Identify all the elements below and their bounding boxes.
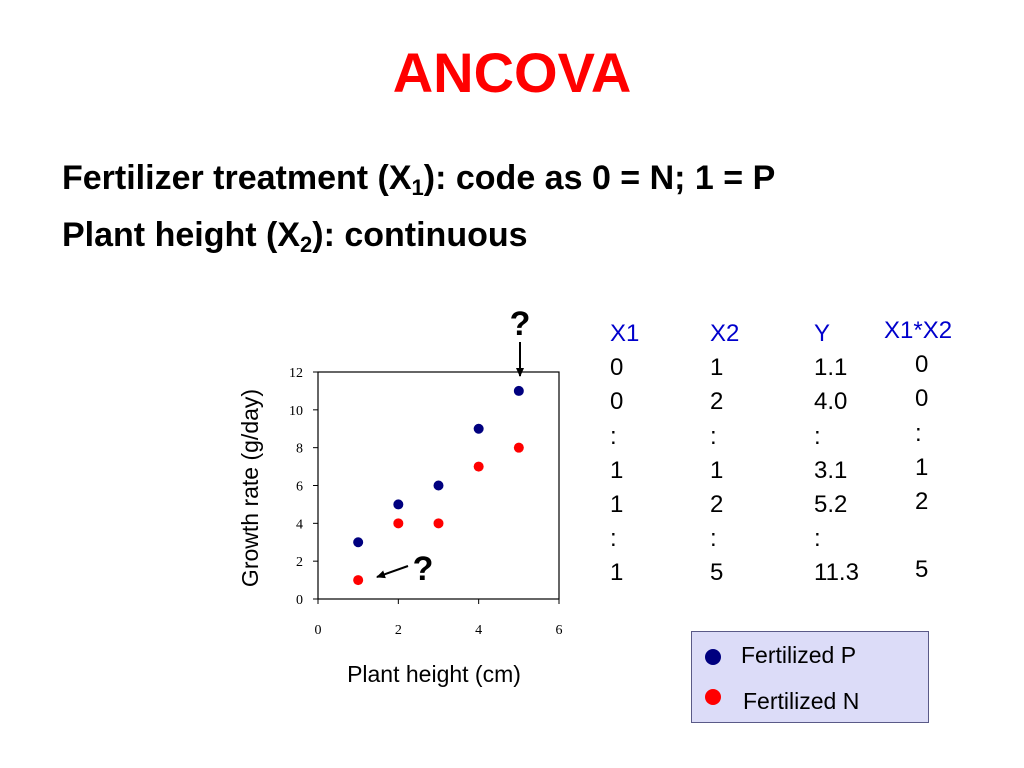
line1-text-end: ): code as 0 = N; 1 = P [423,159,776,197]
data-point-fertilized-n [513,442,524,453]
table-cell-x1-2: : [610,422,617,450]
y-tick-label: 8 [296,442,303,457]
tick-layer: 0 2 4 6 8 10 12 0 2 4 6 [289,366,563,638]
table-cell-y-6: 11.3 [814,559,859,587]
table-cell-y-0: 1.1 [814,354,848,382]
legend-dot-n [705,689,721,705]
x-axis-label: Plant height (cm) [347,661,521,687]
y-tick-label: 6 [296,480,303,495]
x-tick-label: 0 [315,623,322,638]
table-cell-x1x2-4: 2 [915,488,929,516]
y-tick-label: 2 [296,555,303,570]
line1-subscript: 1 [411,175,424,200]
data-point-fertilized-n [433,518,444,529]
data-point-fertilized-p [393,499,404,510]
scatter-chart: Growth rate (g/day) Plant height (cm) 0 2… [237,305,563,687]
data-point-fertilized-n [353,575,364,586]
table-cell-x2-1: 2 [710,388,724,416]
column-header-y: Y [814,320,831,347]
table-cell-x1-0: 0 [610,354,624,382]
x-tick-label: 6 [556,623,563,638]
table-cell-x1-4: 1 [610,491,624,519]
fertilizer-treatment-line: Fertilizer treatment (X1): code as 0 = N… [62,158,776,200]
table-cell-x2-6: 5 [710,559,724,587]
y-axis-label: Growth rate (g/day) [237,389,263,587]
table-cell-x2-4: 2 [710,491,724,519]
table-cell-y-3: 3.1 [814,456,848,484]
legend-dot-p [705,649,721,665]
y-tick-label: 12 [289,366,303,381]
table-cell-y-5: : [814,525,821,553]
table-cell-x1-3: 1 [610,456,624,484]
data-point-fertilized-n [393,518,404,529]
data-point-fertilized-n [473,461,484,472]
column-header-x1: X1 [610,320,640,347]
column-y: Y 1.1 4.0: 3.1 5.2: 11.3 [814,317,859,591]
table-cell-x2-3: 1 [710,456,724,484]
column-header-x1x2: X1*X2 [884,317,953,344]
data-point-fertilized-p [433,480,444,491]
legend: Fertilized P Fertilized N [691,631,929,723]
legend-label-p: Fertilized P [741,642,857,668]
annotation-layer: ? ? [376,305,531,588]
table-cell-x1-6: 1 [610,559,624,587]
table-cell-x1-1: 0 [610,388,624,416]
table-cell-x1x2-2: : [915,419,922,447]
y-tick-label: 0 [296,593,303,608]
line2-text: Plant height (X [62,216,300,254]
table-cell-x1x2-0: 0 [915,351,929,379]
question-mark-bottom: ? [413,550,434,588]
points-layer [353,385,524,586]
data-point-fertilized-p [353,537,364,548]
line1-text: Fertilizer treatment (X [62,159,412,197]
y-tick-label: 10 [289,404,303,419]
arrow-bottom [376,565,409,579]
column-x1x2: X1*X2 0 0: 1 2 5 [884,314,952,588]
table-cell-y-4: 5.2 [814,491,848,519]
table-cell-x1x2-1: 0 [915,385,929,413]
legend-label-n: Fertilized N [743,688,860,714]
table-cell-y-1: 4.0 [814,388,848,416]
table-cell-x2-2: : [710,422,717,450]
column-x1: X1 0 0: 1 1: 1 [610,317,639,591]
table-cell-x1x2-6: 5 [915,556,929,584]
line2-subscript: 2 [300,232,313,257]
table-cell-x1x2-5 [884,519,952,553]
data-point-fertilized-p [513,385,524,396]
plant-height-line: Plant height (X2): continuous [62,215,528,257]
data-point-fertilized-p [473,423,484,434]
question-mark-top: ? [510,305,531,343]
slide-title: ANCOVA [392,41,632,104]
column-x2: X2 1 2: 1 2: 5 [710,317,739,591]
x-tick-label: 2 [395,623,402,638]
y-tick-label: 4 [296,517,303,532]
table-cell-x1x2-3: 1 [915,453,929,481]
table-cell-x2-0: 1 [710,354,724,382]
table-cell-x1-5: : [610,525,617,553]
table-cell-y-2: : [814,422,821,450]
table-cell-x2-5: : [710,525,717,553]
column-header-x2: X2 [710,320,740,347]
x-tick-label: 4 [475,623,482,638]
line2-text-end: ): continuous [312,216,528,254]
